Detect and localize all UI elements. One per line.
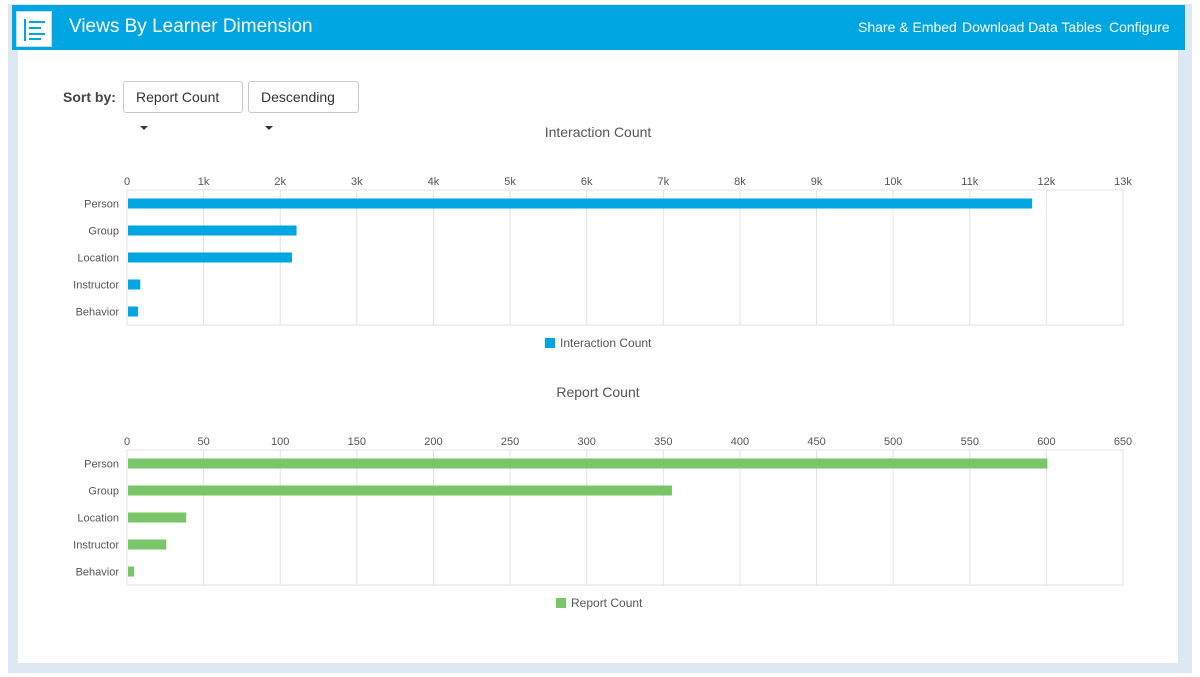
x-tick-label: 0: [124, 176, 130, 188]
bar: [128, 198, 1033, 209]
x-tick-label: 100: [271, 436, 289, 448]
y-category-label: Instructor: [73, 280, 119, 292]
caret-down-icon: [140, 126, 148, 131]
legend-label: Report Count: [571, 596, 643, 610]
y-category-label: Behavior: [76, 307, 120, 319]
bar: [128, 252, 292, 263]
header-bar: [12, 5, 1185, 50]
x-tick-label: 1k: [198, 176, 210, 188]
x-tick-label: 5k: [504, 176, 516, 188]
x-tick-label: 500: [884, 436, 902, 448]
x-tick-label: 4k: [428, 176, 440, 188]
sort-label: Sort by:: [63, 89, 116, 105]
x-tick-label: 12k: [1038, 176, 1056, 188]
sort-order-dropdown[interactable]: Descending: [248, 81, 359, 131]
chart-title: Report Count: [556, 384, 640, 400]
x-tick-label: 0: [124, 436, 130, 448]
legend-swatch: [556, 598, 566, 608]
x-tick-label: 6k: [581, 176, 593, 188]
page-title: Views By Learner Dimension: [69, 16, 313, 37]
x-tick-label: 8k: [734, 176, 746, 188]
plot-area: [126, 449, 1124, 586]
x-tick-label: 13k: [1114, 176, 1132, 188]
share-embed-link[interactable]: Share & Embed: [858, 19, 957, 35]
x-tick-label: 7k: [657, 176, 669, 188]
x-tick-label: 10k: [884, 176, 902, 188]
y-category-label: Instructor: [73, 540, 119, 552]
x-tick-label: 200: [424, 436, 442, 448]
bar: [128, 485, 672, 496]
x-tick-label: 150: [348, 436, 366, 448]
content-panel: [18, 50, 1178, 663]
bar: [128, 306, 138, 317]
sort-field-dropdown[interactable]: Report Count: [123, 81, 243, 131]
sort-field-value: Report Count: [136, 89, 220, 105]
x-tick-label: 3k: [351, 176, 363, 188]
bar: [128, 279, 141, 290]
x-tick-label: 9k: [811, 176, 823, 188]
y-category-label: Location: [77, 253, 119, 265]
configure-link[interactable]: Configure: [1109, 19, 1170, 35]
x-tick-label: 600: [1037, 436, 1055, 448]
x-tick-label: 450: [807, 436, 825, 448]
x-tick-label: 650: [1114, 436, 1132, 448]
x-tick-label: 2k: [274, 176, 286, 188]
y-category-label: Person: [84, 199, 119, 211]
y-category-label: Behavior: [76, 567, 120, 579]
chart-legend: Interaction Count: [545, 336, 651, 350]
legend-label: Interaction Count: [560, 336, 652, 350]
x-tick-label: 300: [578, 436, 596, 448]
x-tick-label: 250: [501, 436, 519, 448]
x-tick-label: 50: [197, 436, 209, 448]
bar: [128, 566, 135, 577]
y-category-label: Group: [88, 486, 119, 498]
y-category-label: Person: [84, 459, 119, 471]
legend-swatch: [545, 338, 555, 348]
caret-down-icon: [265, 126, 273, 131]
y-category-label: Group: [88, 226, 119, 238]
bar: [128, 512, 187, 523]
chart-legend: Report Count: [556, 596, 642, 610]
y-category-label: Location: [77, 513, 119, 525]
bar: [128, 539, 167, 550]
x-tick-label: 350: [654, 436, 672, 448]
bar: [128, 458, 1048, 469]
download-data-tables-link[interactable]: Download Data Tables: [962, 19, 1102, 35]
x-tick-label: 400: [731, 436, 749, 448]
list-icon: [24, 19, 45, 41]
x-tick-label: 11k: [961, 176, 978, 188]
chart-title: Interaction Count: [544, 124, 652, 140]
x-tick-label: 550: [961, 436, 979, 448]
sort-order-value: Descending: [261, 89, 335, 105]
menu-toggle[interactable]: [16, 11, 52, 47]
bar: [128, 225, 297, 236]
